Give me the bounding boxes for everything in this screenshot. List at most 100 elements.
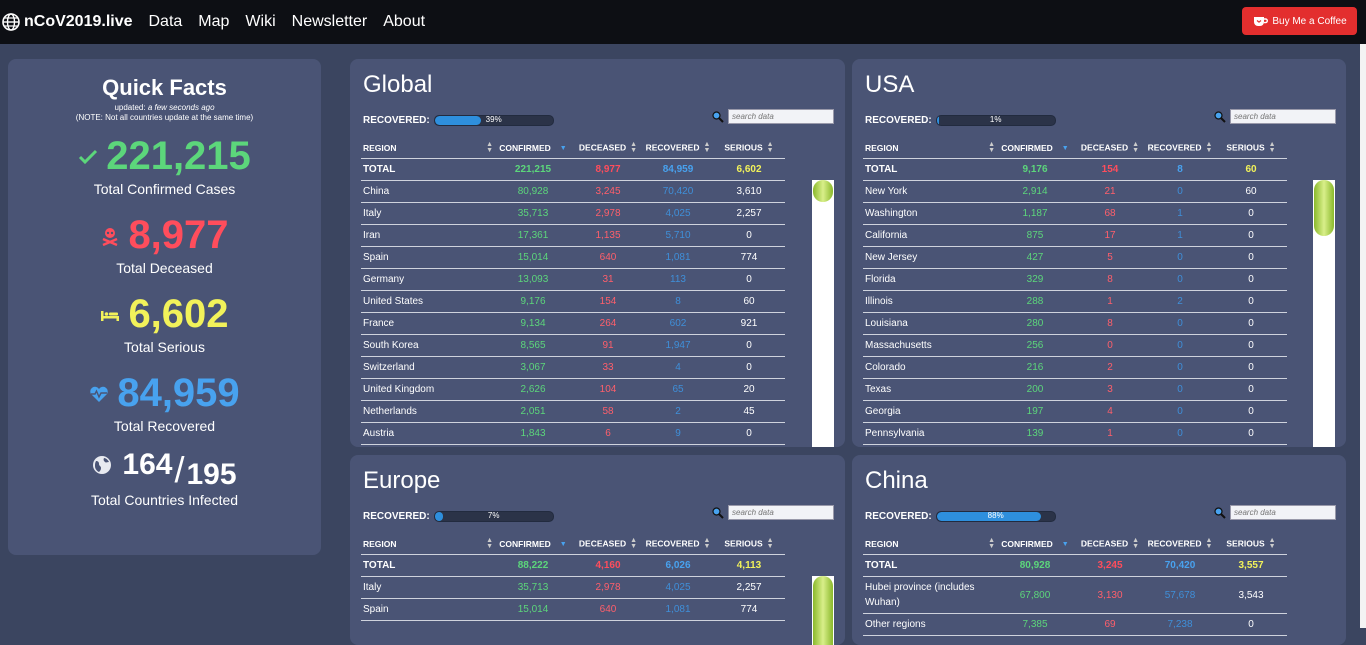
table-row[interactable]: Iran 17,361 1,135 5,710 0: [361, 224, 785, 247]
cell-region: Florida: [863, 268, 995, 291]
cell-confirmed: 256: [995, 334, 1075, 357]
table-row[interactable]: Netherlands 2,051 58 2 45: [361, 400, 785, 423]
table-row[interactable]: Massachusetts 256 0 0 0: [863, 334, 1287, 357]
table-row[interactable]: Germany 13,093 31 113 0: [361, 268, 785, 291]
column-header-deceased[interactable]: DECEASED ▲ ▼: [1075, 533, 1145, 555]
cell-deceased: 3,245: [1075, 554, 1145, 577]
table-row[interactable]: Florida 329 8 0 0: [863, 268, 1287, 291]
column-header-confirmed[interactable]: CONFIRMED ▼: [995, 137, 1075, 159]
table-total-row[interactable]: TOTAL 221,215 8,977 84,959 6,602: [361, 158, 785, 181]
table-row[interactable]: Spain 15,014 640 1,081 774: [361, 598, 785, 621]
cell-region: Iran: [361, 224, 493, 247]
table-row[interactable]: China 80,928 3,245 70,420 3,610: [361, 180, 785, 203]
search-input[interactable]: [728, 109, 834, 124]
table-row[interactable]: Colorado 216 2 0 0: [863, 356, 1287, 379]
column-header-deceased[interactable]: DECEASED ▲ ▼: [573, 137, 643, 159]
table-row[interactable]: California 875 17 1 0: [863, 224, 1287, 247]
table-scrollbar[interactable]: [812, 576, 834, 645]
nav-link-about[interactable]: About: [383, 13, 426, 30]
cell-recovered: 8: [643, 290, 713, 313]
nav-link-newsletter[interactable]: Newsletter: [291, 13, 368, 30]
column-header-recovered[interactable]: RECOVERED ▲ ▼: [1145, 137, 1215, 159]
nav-link-data[interactable]: Data: [148, 13, 183, 30]
table-header-row: REGION ▲ ▼ CONFIRMED ▼ DECEASED ▲ ▼ RECOVERED ▲ ▼ S…: [863, 137, 1287, 159]
column-header-region[interactable]: REGION ▲ ▼: [361, 137, 493, 159]
table-scrollbar[interactable]: [812, 180, 834, 447]
table-row[interactable]: United Kingdom 2,626 104 65 20: [361, 378, 785, 401]
sort-icon: ▲ ▼: [486, 140, 493, 154]
column-header-recovered[interactable]: RECOVERED ▲ ▼: [643, 533, 713, 555]
table-row[interactable]: France 9,134 264 602 921: [361, 312, 785, 335]
column-header-deceased[interactable]: DECEASED ▲ ▼: [1075, 137, 1145, 159]
page-scrollbar[interactable]: [1360, 44, 1366, 628]
serious-label: Total Serious: [124, 339, 205, 355]
column-header-confirmed[interactable]: CONFIRMED ▼: [995, 533, 1075, 555]
cell-region: TOTAL: [361, 554, 493, 577]
cell-recovered: 7,238: [1145, 613, 1215, 636]
cell-deceased: 3,245: [573, 180, 643, 203]
column-header-serious[interactable]: SERIOUS ▲ ▼: [713, 533, 785, 555]
table-scrollbar-thumb[interactable]: [1314, 180, 1334, 236]
nav-link-map[interactable]: Map: [198, 13, 230, 30]
recovered-progress-label: RECOVERED:: [865, 115, 932, 126]
table-row[interactable]: New York 2,914 21 0 60: [863, 180, 1287, 203]
table-total-row[interactable]: TOTAL 80,928 3,245 70,420 3,557: [863, 554, 1287, 577]
header-label: CONFIRMED: [499, 538, 551, 549]
cell-recovered: 1: [1145, 202, 1215, 225]
europe-panel: Europe RECOVERED: 7% REGION ▲▼ CONFIRMED ▼ DECE…: [350, 455, 845, 645]
table-scrollbar-thumb[interactable]: [813, 576, 833, 645]
table-total-row[interactable]: TOTAL 9,176 154 8 60: [863, 158, 1287, 181]
table-row[interactable]: New Jersey 427 5 0 0: [863, 246, 1287, 269]
recovered-progress-percent: 39%: [485, 115, 502, 124]
table-row[interactable]: Italy 35,713 2,978 4,025 2,257: [361, 202, 785, 225]
cell-region: Other regions: [863, 613, 995, 636]
cell-confirmed: 200: [995, 378, 1075, 401]
header-label: CONFIRMED: [1001, 538, 1053, 549]
column-header-serious[interactable]: SERIOUS ▲ ▼: [1215, 137, 1287, 159]
cell-confirmed: 427: [995, 246, 1075, 269]
table-row[interactable]: Switzerland 3,067 33 4 0: [361, 356, 785, 379]
column-header-deceased[interactable]: DECEASED ▲ ▼: [573, 533, 643, 555]
table-row[interactable]: Pennsylvania 139 1 0 0: [863, 422, 1287, 445]
cell-region: TOTAL: [361, 158, 493, 181]
header-label: DECEASED: [1080, 141, 1129, 152]
table-row[interactable]: South Korea 8,565 91 1,947 0: [361, 334, 785, 357]
cell-region: Louisiana: [863, 312, 995, 335]
cell-region: South Korea: [361, 334, 493, 357]
table-row[interactable]: Other regions 7,385 69 7,238 0: [863, 613, 1287, 636]
search-input[interactable]: [728, 505, 834, 520]
column-header-recovered[interactable]: RECOVERED ▲ ▼: [1145, 533, 1215, 555]
table-row[interactable]: Georgia 197 4 0 0: [863, 400, 1287, 423]
column-header-region[interactable]: REGION ▲ ▼: [863, 533, 995, 555]
buy-coffee-button[interactable]: Buy Me a Coffee: [1242, 7, 1357, 35]
nav-link-wiki[interactable]: Wiki: [245, 13, 276, 30]
table-scrollbar[interactable]: [1313, 180, 1335, 447]
cell-recovered: 4,025: [643, 202, 713, 225]
table-row[interactable]: Hubei province (includes Wuhan) 67,800 3,1…: [863, 576, 1287, 614]
column-header-serious[interactable]: SERIOUS ▲ ▼: [713, 137, 785, 159]
column-header-region[interactable]: REGION ▲ ▼: [361, 533, 493, 555]
sort-icon: ▲ ▼: [1268, 536, 1276, 550]
cell-region: Texas: [863, 378, 995, 401]
column-header-recovered[interactable]: RECOVERED ▲ ▼: [643, 137, 713, 159]
table-row[interactable]: Italy 35,713 2,978 4,025 2,257: [361, 576, 785, 599]
table-row[interactable]: Louisiana 280 8 0 0: [863, 312, 1287, 335]
table-total-row[interactable]: TOTAL 88,222 4,160 6,026 4,113: [361, 554, 785, 577]
search-input[interactable]: [1230, 109, 1336, 124]
recovered-progress-percent: 1%: [989, 115, 1002, 124]
column-header-confirmed[interactable]: CONFIRMED ▼: [493, 137, 573, 159]
brand-link[interactable]: nCoV2019.live: [2, 13, 133, 31]
table-row[interactable]: Austria 1,843 6 9 0: [361, 422, 785, 445]
column-header-region[interactable]: REGION ▲ ▼: [863, 137, 995, 159]
search-input[interactable]: [1230, 505, 1336, 520]
column-header-confirmed[interactable]: CONFIRMED ▼: [493, 533, 573, 555]
column-header-serious[interactable]: SERIOUS ▲ ▼: [1215, 533, 1287, 555]
sort-icon: ▲ ▼: [1205, 536, 1213, 550]
table-row[interactable]: Washington 1,187 68 1 0: [863, 202, 1287, 225]
table-row[interactable]: Illinois 288 1 2 0: [863, 290, 1287, 313]
table-scrollbar-thumb[interactable]: [813, 180, 833, 202]
table-row[interactable]: United States 9,176 154 8 60: [361, 290, 785, 313]
search-icon: [712, 110, 724, 123]
table-row[interactable]: Texas 200 3 0 0: [863, 378, 1287, 401]
table-row[interactable]: Spain 15,014 640 1,081 774: [361, 246, 785, 269]
